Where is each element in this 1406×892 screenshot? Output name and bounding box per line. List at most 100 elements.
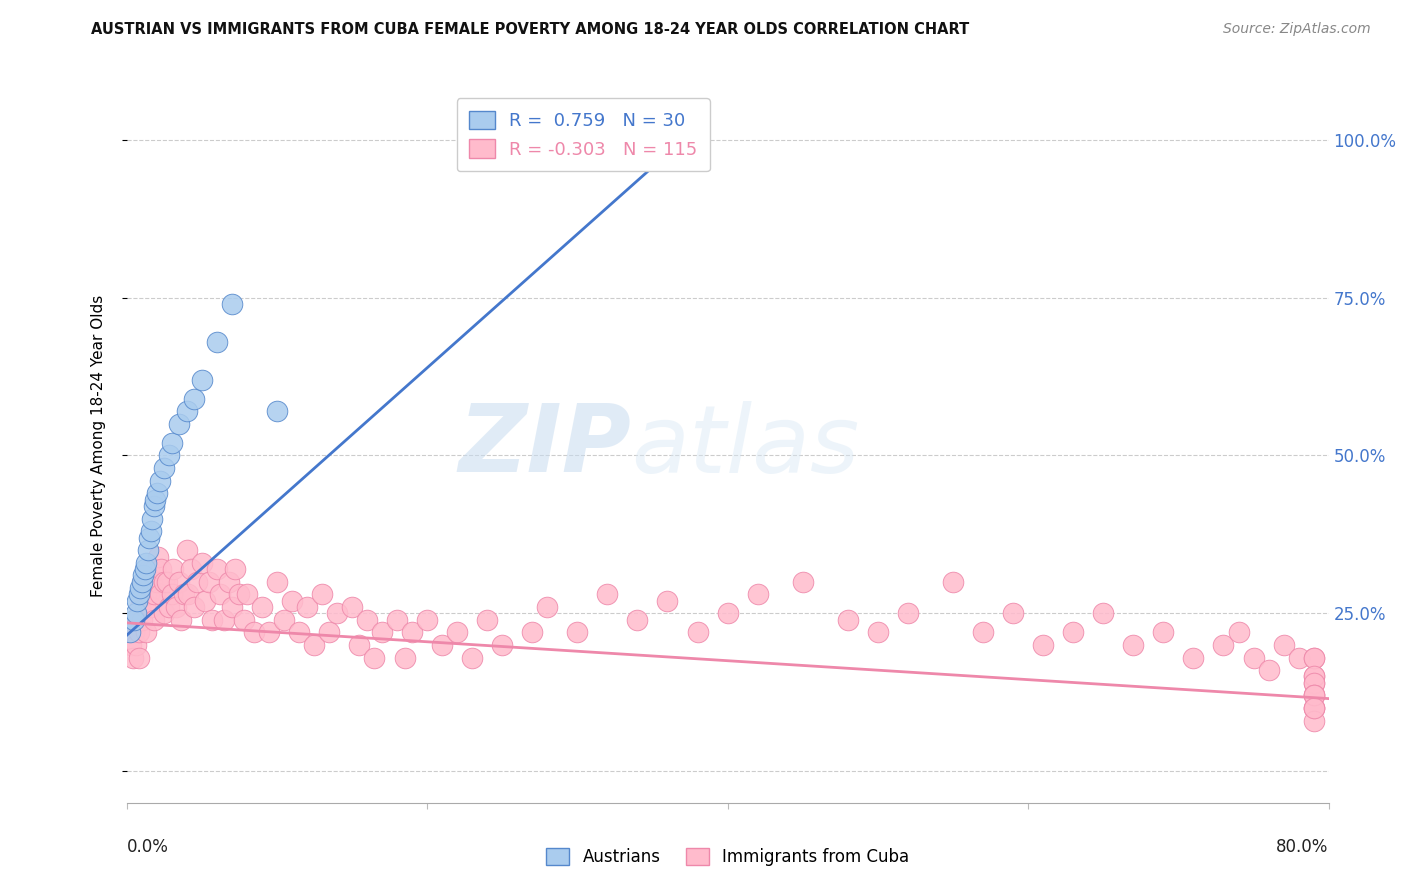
Point <box>160 435 183 450</box>
Point <box>165 600 187 615</box>
Point <box>138 562 160 576</box>
Point <box>747 587 769 601</box>
Point <box>266 404 288 418</box>
Point <box>208 587 231 601</box>
Point <box>141 574 163 589</box>
Text: ZIP: ZIP <box>458 400 631 492</box>
Point <box>201 613 224 627</box>
Point <box>686 625 709 640</box>
Point <box>176 543 198 558</box>
Point <box>866 625 889 640</box>
Point <box>385 613 408 627</box>
Point <box>124 607 146 621</box>
Point <box>153 461 176 475</box>
Point <box>134 562 156 576</box>
Y-axis label: Female Poverty Among 18-24 Year Olds: Female Poverty Among 18-24 Year Olds <box>91 295 105 597</box>
Point <box>143 562 166 576</box>
Point <box>288 625 311 640</box>
Point <box>142 587 165 601</box>
Point <box>135 625 157 640</box>
Point <box>125 613 148 627</box>
Point <box>136 543 159 558</box>
Point <box>169 613 191 627</box>
Point <box>134 600 156 615</box>
Point <box>1302 701 1324 715</box>
Point <box>1032 638 1054 652</box>
Text: AUSTRIAN VS IMMIGRANTS FROM CUBA FEMALE POVERTY AMONG 18-24 YEAR OLDS CORRELATIO: AUSTRIAN VS IMMIGRANTS FROM CUBA FEMALE … <box>91 22 970 37</box>
Point <box>173 587 195 601</box>
Point <box>657 593 679 607</box>
Point <box>132 574 155 589</box>
Point <box>266 574 288 589</box>
Point <box>340 600 363 615</box>
Point <box>475 613 498 627</box>
Point <box>149 474 172 488</box>
Point <box>551 133 574 147</box>
Point <box>1302 675 1324 690</box>
Text: 0.0%: 0.0% <box>127 838 169 855</box>
Point <box>1092 607 1115 621</box>
Point <box>142 499 165 513</box>
Point <box>295 600 318 615</box>
Point <box>326 607 349 621</box>
Point <box>212 613 235 627</box>
Point <box>311 587 333 601</box>
Text: atlas: atlas <box>631 401 859 491</box>
Point <box>1272 638 1295 652</box>
Point <box>596 587 619 601</box>
Point <box>176 404 198 418</box>
Point <box>138 531 160 545</box>
Point <box>1152 625 1174 640</box>
Point <box>232 613 254 627</box>
Point <box>122 625 145 640</box>
Point <box>371 625 394 640</box>
Point <box>318 625 340 640</box>
Point <box>218 574 240 589</box>
Point <box>1182 650 1205 665</box>
Point <box>190 373 212 387</box>
Point <box>131 613 153 627</box>
Point <box>156 574 179 589</box>
Point <box>167 417 190 431</box>
Point <box>138 587 160 601</box>
Point <box>536 600 558 615</box>
Point <box>150 562 173 576</box>
Point <box>139 600 162 615</box>
Point <box>1243 650 1265 665</box>
Point <box>259 625 281 640</box>
Point <box>160 587 183 601</box>
Point <box>180 562 202 576</box>
Point <box>221 297 243 311</box>
Point <box>129 600 152 615</box>
Point <box>1302 675 1324 690</box>
Legend: Austrians, Immigrants from Cuba: Austrians, Immigrants from Cuba <box>540 841 915 873</box>
Point <box>139 524 162 539</box>
Point <box>416 613 439 627</box>
Point <box>143 492 166 507</box>
Point <box>128 650 150 665</box>
Point <box>146 549 169 564</box>
Point <box>136 574 159 589</box>
Point <box>128 587 150 601</box>
Point <box>1302 701 1324 715</box>
Point <box>157 449 180 463</box>
Point <box>132 568 155 582</box>
Point <box>1302 714 1324 728</box>
Point <box>837 613 859 627</box>
Point <box>1302 650 1324 665</box>
Point <box>349 638 371 652</box>
Point <box>401 625 423 640</box>
Point <box>186 574 208 589</box>
Point <box>1062 625 1084 640</box>
Point <box>1302 689 1324 703</box>
Point <box>304 638 326 652</box>
Point <box>1227 625 1250 640</box>
Point <box>792 574 814 589</box>
Point <box>461 650 484 665</box>
Point <box>145 486 167 500</box>
Point <box>190 556 212 570</box>
Point <box>205 562 228 576</box>
Point <box>120 638 142 652</box>
Point <box>1288 650 1310 665</box>
Point <box>125 593 148 607</box>
